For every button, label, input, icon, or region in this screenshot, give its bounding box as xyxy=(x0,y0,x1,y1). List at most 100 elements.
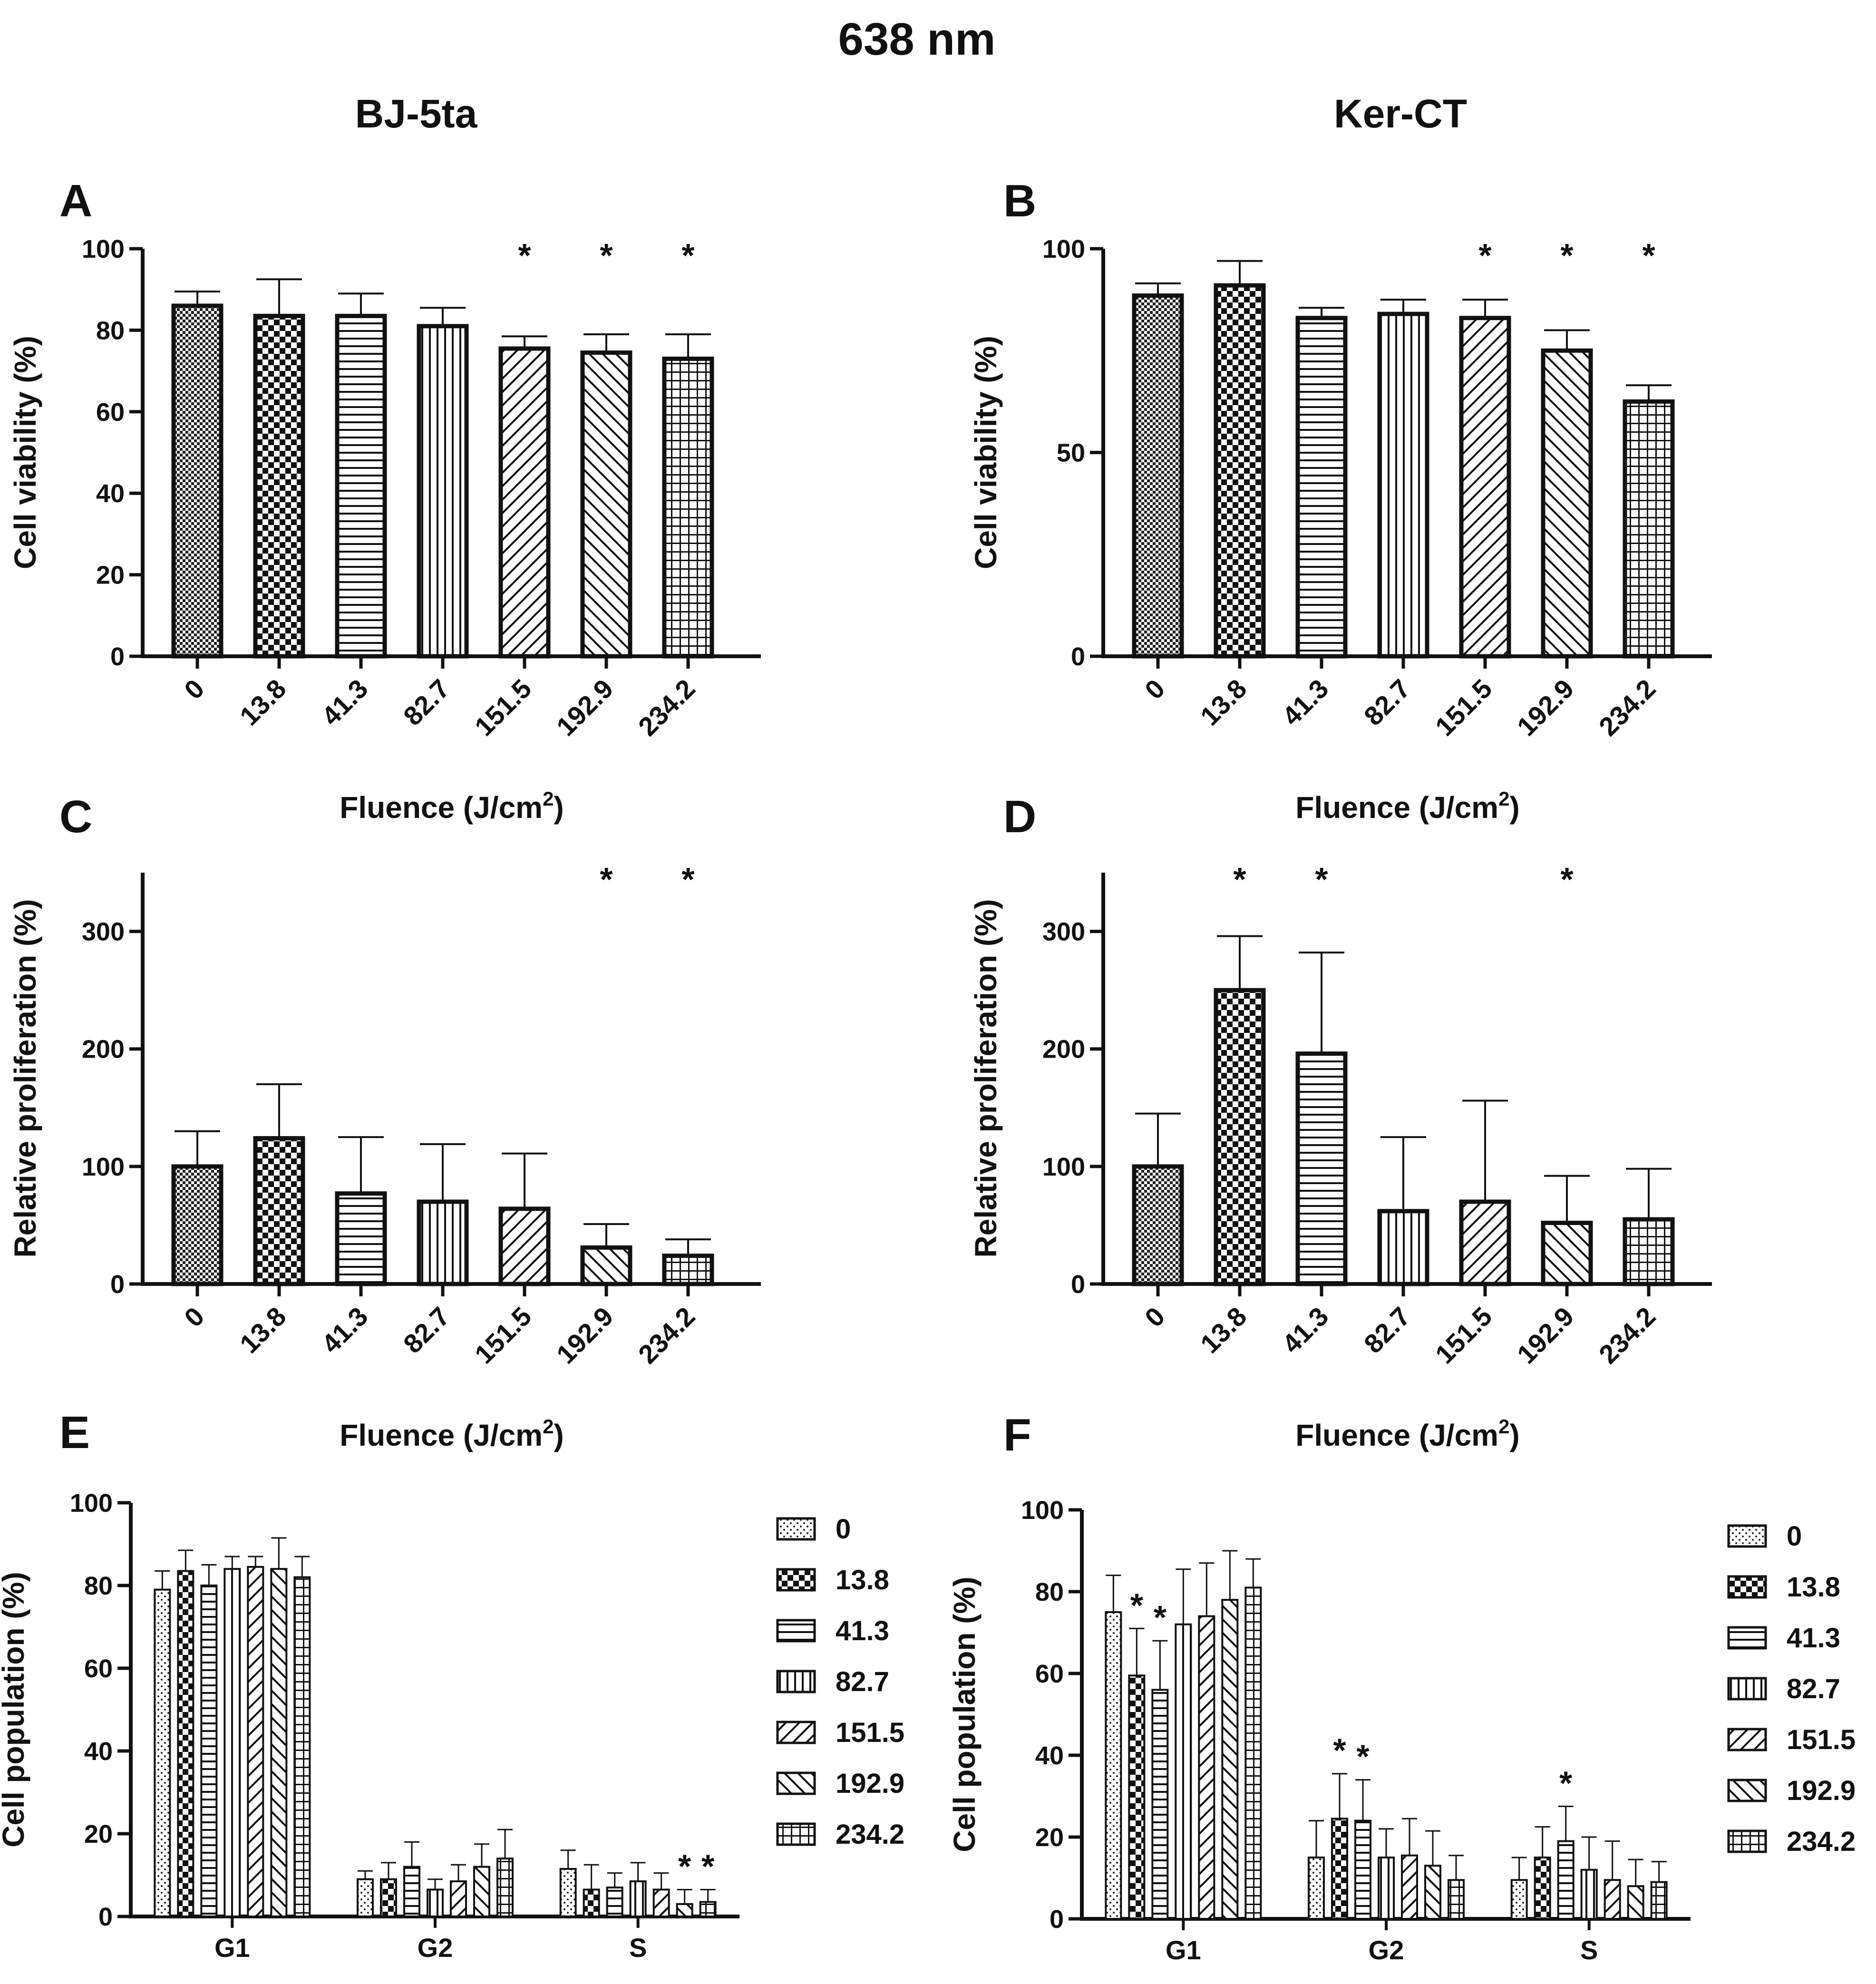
legend: 0 13.8 41.3 82.7 151.5 192.9 234.2 xyxy=(776,1514,904,1850)
significance-star-4: * xyxy=(518,237,531,274)
legend-label-2: 41.3 xyxy=(1787,1623,1840,1653)
legend-label-0: 0 xyxy=(836,1514,851,1545)
x-tick-label-1: 13.8 xyxy=(234,673,292,731)
bar-G1-0 xyxy=(154,1588,171,1917)
bar-G2-41.3 xyxy=(1354,1819,1371,1920)
bar-234.2 xyxy=(1623,399,1675,659)
x-tick-label-6: 234.2 xyxy=(632,1301,701,1370)
legend-swatch-6 xyxy=(776,1822,816,1846)
panel-c-proliferation-bj5ta: C 0 100 200 300 Relative proliferation (%) 0 13… xyxy=(8,791,761,1452)
y-tick-label-2: 40 xyxy=(96,479,125,508)
x-tick-label-3: 82.7 xyxy=(398,1301,456,1359)
legend-swatch-6 xyxy=(1727,1829,1767,1853)
y-tick-label-5: 100 xyxy=(1021,1496,1064,1525)
y-tick-label-1: 50 xyxy=(1057,439,1085,467)
significance-star-5: * xyxy=(600,861,613,898)
legend-label-0: 0 xyxy=(1787,1521,1802,1552)
legend-swatch-3 xyxy=(776,1670,816,1693)
x-tick-label-2: 41.3 xyxy=(1276,673,1334,731)
x-tick-label-0: 0 xyxy=(178,673,210,705)
legend-label-3: 82.7 xyxy=(836,1666,889,1697)
y-tick-label-0: 0 xyxy=(1050,1905,1064,1934)
y-tick-label-1: 20 xyxy=(84,1820,113,1848)
legend-swatch-5 xyxy=(776,1771,816,1795)
bar-G2-13.8 xyxy=(380,1878,397,1917)
x-axis-label: Fluence (J/cm2) xyxy=(1295,1415,1519,1452)
significance-star-G2-1: * xyxy=(1333,1732,1346,1769)
bar-13.8 xyxy=(1214,283,1266,659)
y-axis-label: Relative proliferation (%) xyxy=(8,899,42,1258)
figure-title: 638 nm xyxy=(838,14,996,65)
bar-0 xyxy=(171,303,224,659)
bar-41.3 xyxy=(1295,316,1348,659)
significance-star-5: * xyxy=(1560,237,1574,274)
legend-swatch-3 xyxy=(1727,1677,1767,1701)
x-tick-label-5: 192.9 xyxy=(551,1301,619,1370)
panel-letter: E xyxy=(59,1407,90,1458)
y-axis-label: Cell viability (%) xyxy=(969,336,1003,569)
legend-swatch-2 xyxy=(776,1619,816,1643)
bar-G2-13.8 xyxy=(1331,1818,1348,1920)
legend-swatch-4 xyxy=(1727,1728,1767,1751)
y-tick-label-3: 300 xyxy=(1042,918,1085,946)
bar-S-151.5 xyxy=(652,1888,670,1917)
x-tick-label-1: G2 xyxy=(418,1933,453,1963)
x-tick-label-5: 192.9 xyxy=(1511,1301,1580,1370)
y-tick-label-1: 100 xyxy=(1042,1153,1085,1181)
y-tick-label-2: 200 xyxy=(1042,1035,1085,1064)
legend-swatch-0 xyxy=(1727,1524,1767,1548)
bar-13.8 xyxy=(1214,988,1266,1286)
significance-star-S-6: * xyxy=(701,1848,715,1885)
bar-S-41.3 xyxy=(1557,1840,1575,1920)
y-tick-label-2: 200 xyxy=(82,1035,125,1064)
panel-d-proliferation-kerct: D 0 100 200 300 Relative proliferation (%) 0 13… xyxy=(969,791,1712,1452)
y-tick-label-3: 60 xyxy=(84,1654,113,1683)
x-tick-label-2: 41.3 xyxy=(316,1301,374,1359)
bar-234.2 xyxy=(1623,1217,1675,1286)
bar-G1-13.8 xyxy=(1128,1674,1146,1920)
bar-G1-192.9 xyxy=(270,1568,288,1917)
bar-G1-151.5 xyxy=(247,1566,264,1918)
bar-G1-82.7 xyxy=(224,1568,241,1917)
x-tick-label-1: 13.8 xyxy=(1195,673,1253,731)
y-tick-label-5: 100 xyxy=(70,1489,113,1517)
legend-label-4: 151.5 xyxy=(836,1717,904,1748)
bar-G2-151.5 xyxy=(450,1880,467,1918)
y-tick-label-0: 0 xyxy=(98,1903,113,1931)
significance-star-S-2: * xyxy=(1559,1765,1573,1802)
bar-234.2 xyxy=(662,356,714,659)
significance-star-5: * xyxy=(600,237,613,274)
bar-13.8 xyxy=(253,1136,305,1286)
bar-151.5 xyxy=(1459,1199,1511,1286)
y-axis-label: Relative proliferation (%) xyxy=(969,899,1003,1258)
bar-G1-13.8 xyxy=(177,1570,194,1918)
bar-G1-41.3 xyxy=(200,1585,218,1917)
bar-G2-192.9 xyxy=(473,1866,490,1918)
x-tick-label-2: S xyxy=(1580,1935,1598,1965)
legend-swatch-1 xyxy=(1727,1575,1767,1599)
bar-151.5 xyxy=(498,1206,551,1286)
significance-star-S-5: * xyxy=(678,1848,691,1885)
panel-a-cell-viability-bj5ta: A 0 20 40 60 80 100 Cell viability (%) 0 13.8 41.3… xyxy=(8,175,761,825)
bar-G2-41.3 xyxy=(403,1866,420,1918)
x-tick-label-1: G2 xyxy=(1369,1935,1404,1965)
bar-S-13.8 xyxy=(583,1888,600,1917)
bar-S-82.7 xyxy=(629,1880,647,1918)
y-tick-label-4: 80 xyxy=(96,316,125,345)
legend-label-1: 13.8 xyxy=(836,1565,889,1595)
x-tick-label-3: 82.7 xyxy=(398,673,456,731)
bar-41.3 xyxy=(335,313,387,659)
bar-192.9 xyxy=(580,350,632,659)
bar-41.3 xyxy=(335,1191,387,1286)
significance-star-G2-2: * xyxy=(1356,1738,1370,1775)
x-tick-label-3: 82.7 xyxy=(1358,673,1416,731)
x-tick-label-4: 151.5 xyxy=(1429,1301,1498,1370)
x-tick-label-2: S xyxy=(629,1933,647,1963)
y-tick-label-0: 0 xyxy=(110,1270,125,1299)
column-title-bj5ta: BJ-5ta xyxy=(355,91,478,136)
significance-star-1: * xyxy=(1233,861,1246,898)
panel-f-cell-cycle-kerct: F 0 20 40 60 80 100 Cell population (%) * * G1 * * G2… xyxy=(947,1410,1856,1965)
bar-G2-192.9 xyxy=(1424,1865,1441,1920)
y-tick-label-1: 100 xyxy=(82,1153,125,1181)
legend-label-1: 13.8 xyxy=(1787,1572,1840,1603)
